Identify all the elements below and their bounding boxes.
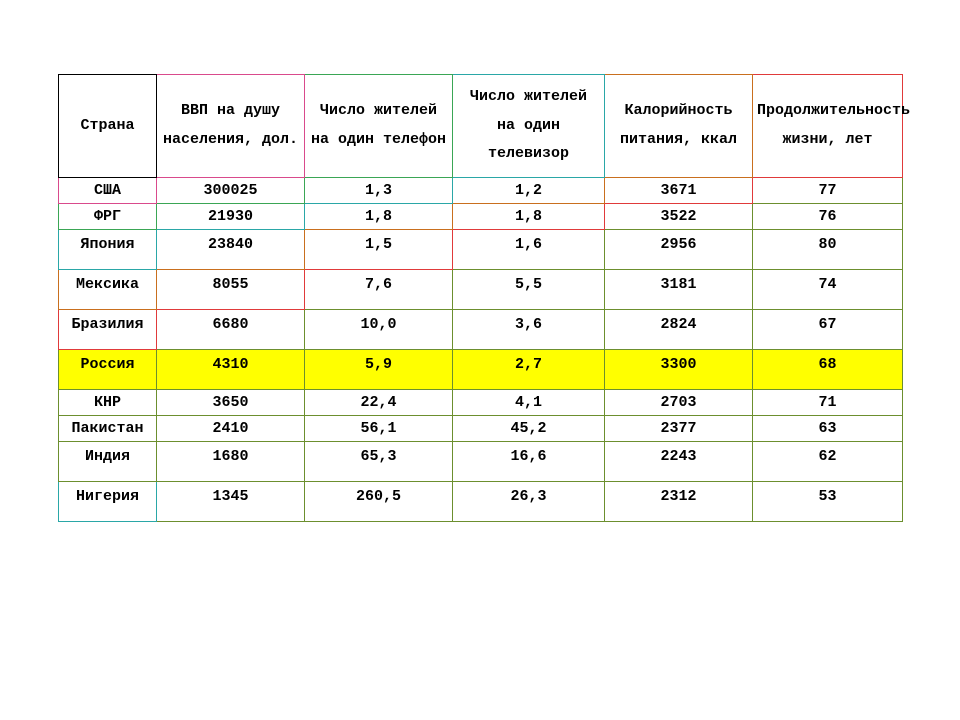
table-cell: 74 [753, 269, 903, 309]
table-cell: Индия [59, 441, 157, 481]
table-cell: 1,3 [305, 177, 453, 203]
col-header-1: ВВП на душу населения, дол. [157, 75, 305, 178]
table-cell: 63 [753, 415, 903, 441]
table-cell: 1,6 [453, 229, 605, 269]
table-cell: 65,3 [305, 441, 453, 481]
table-row: Пакистан241056,145,2237763 [59, 415, 903, 441]
table-cell: 71 [753, 389, 903, 415]
table-cell: 2410 [157, 415, 305, 441]
col-header-4: Калорийность питания, ккал [605, 75, 753, 178]
table-cell: 2703 [605, 389, 753, 415]
table-header-row: Страна ВВП на душу населения, дол. Число… [59, 75, 903, 178]
table-cell: 62 [753, 441, 903, 481]
table-cell: 77 [753, 177, 903, 203]
table-cell: 1,5 [305, 229, 453, 269]
table-cell: 2956 [605, 229, 753, 269]
table-cell: 4310 [157, 349, 305, 389]
table-cell: 67 [753, 309, 903, 349]
table-cell: 68 [753, 349, 903, 389]
table-cell: 3300 [605, 349, 753, 389]
table-cell: Япония [59, 229, 157, 269]
table-cell: 2243 [605, 441, 753, 481]
col-header-3: Число жителей на один телевизор [453, 75, 605, 178]
table-cell: Нигерия [59, 481, 157, 521]
table-cell: 23840 [157, 229, 305, 269]
table-cell: ФРГ [59, 203, 157, 229]
table-row: Нигерия1345260,526,3231253 [59, 481, 903, 521]
table-cell: 2377 [605, 415, 753, 441]
table-row: Индия168065,316,6224362 [59, 441, 903, 481]
table-row: ФРГ219301,81,8352276 [59, 203, 903, 229]
table-cell: 16,6 [453, 441, 605, 481]
table-cell: 1,2 [453, 177, 605, 203]
table-cell: 56,1 [305, 415, 453, 441]
table-row: Бразилия668010,03,6282467 [59, 309, 903, 349]
table-cell: 1,8 [305, 203, 453, 229]
table-cell: 5,9 [305, 349, 453, 389]
table-cell: 26,3 [453, 481, 605, 521]
table-cell: 22,4 [305, 389, 453, 415]
table-cell: 21930 [157, 203, 305, 229]
table-cell: 3522 [605, 203, 753, 229]
table-cell: 6680 [157, 309, 305, 349]
table-cell: 53 [753, 481, 903, 521]
table-cell: 300025 [157, 177, 305, 203]
table-cell: 10,0 [305, 309, 453, 349]
table-cell: 3181 [605, 269, 753, 309]
table-cell: 80 [753, 229, 903, 269]
table-cell: Мексика [59, 269, 157, 309]
table-cell: 76 [753, 203, 903, 229]
table-cell: 2312 [605, 481, 753, 521]
table-cell: 1680 [157, 441, 305, 481]
table-cell: 2,7 [453, 349, 605, 389]
col-header-2: Число жителей на один телефон [305, 75, 453, 178]
table-cell: 260,5 [305, 481, 453, 521]
table-cell: 5,5 [453, 269, 605, 309]
table-row: Япония238401,51,6295680 [59, 229, 903, 269]
table-cell: КНР [59, 389, 157, 415]
table-cell: 45,2 [453, 415, 605, 441]
col-header-5: Продолжительность жизни, лет [753, 75, 903, 178]
data-table: Страна ВВП на душу населения, дол. Число… [58, 74, 903, 522]
table-cell: 3650 [157, 389, 305, 415]
table-cell: 1,8 [453, 203, 605, 229]
table-row: США3000251,31,2367177 [59, 177, 903, 203]
table-cell: 3,6 [453, 309, 605, 349]
table-cell: 4,1 [453, 389, 605, 415]
table-container: Страна ВВП на душу населения, дол. Число… [58, 74, 902, 522]
table-cell: 7,6 [305, 269, 453, 309]
table-cell: 2824 [605, 309, 753, 349]
table-cell: Бразилия [59, 309, 157, 349]
table-body: США3000251,31,2367177ФРГ219301,81,835227… [59, 177, 903, 521]
table-cell: 1345 [157, 481, 305, 521]
col-header-0: Страна [59, 75, 157, 178]
table-row: КНР365022,44,1270371 [59, 389, 903, 415]
table-cell: Россия [59, 349, 157, 389]
table-cell: США [59, 177, 157, 203]
table-row: Мексика80557,65,5318174 [59, 269, 903, 309]
table-row: Россия43105,92,7330068 [59, 349, 903, 389]
table-cell: Пакистан [59, 415, 157, 441]
table-cell: 3671 [605, 177, 753, 203]
table-cell: 8055 [157, 269, 305, 309]
